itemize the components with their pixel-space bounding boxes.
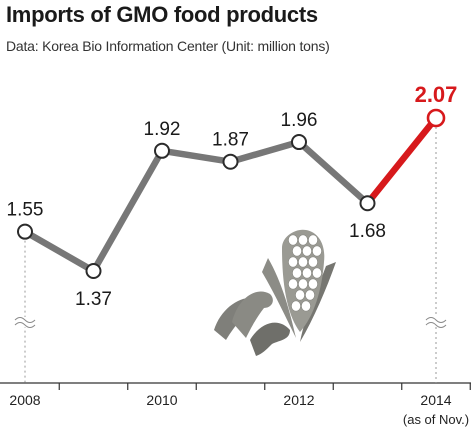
x-axis-ticks <box>58 383 471 390</box>
x-axis-note: (as of Nov.) <box>403 412 469 427</box>
corn-kernel <box>291 300 301 312</box>
corn-kernel <box>302 245 312 257</box>
series-segment <box>227 138 303 165</box>
axis-break-gap <box>425 317 447 327</box>
data-point <box>359 195 376 212</box>
series-markers <box>17 108 446 279</box>
corn-kernel <box>298 234 308 246</box>
axis-break-mark <box>425 317 447 323</box>
x-tick-labels: 2008 2010 2012 2014 <box>9 392 451 408</box>
data-label: 1.37 <box>75 289 112 310</box>
series-segment <box>295 138 371 207</box>
data-label: 1.92 <box>144 119 181 140</box>
data-point <box>291 134 307 151</box>
data-labels: 1.55 1.37 1.92 1.87 1.96 1.68 2.07 <box>7 82 458 310</box>
series-segment <box>90 147 166 275</box>
data-point <box>426 108 446 128</box>
x-tick-label: 2012 <box>283 392 314 408</box>
corn-kernel <box>308 256 318 268</box>
x-tick-label: 2008 <box>9 392 40 408</box>
data-label: 1.68 <box>349 221 386 242</box>
corn-kernels <box>288 234 322 312</box>
data-point <box>17 223 33 240</box>
corn-kernel <box>295 289 305 301</box>
chart-source: Data: Korea Bio Information Center (Unit… <box>6 38 330 54</box>
corn-kernel <box>288 234 298 246</box>
corn-kernel <box>292 267 302 279</box>
corn-kernel <box>298 256 308 268</box>
corn-kernel <box>305 289 315 301</box>
series-segment <box>21 228 97 275</box>
corn-kernel <box>292 245 302 257</box>
series-segment-highlight <box>364 114 440 207</box>
corn-kernel <box>312 267 322 279</box>
x-tick-label: 2014 <box>420 392 451 408</box>
corn-kernel <box>288 256 298 268</box>
data-label: 1.55 <box>7 200 44 221</box>
corn-kernel <box>298 278 308 290</box>
corn-kernel <box>308 278 318 290</box>
series-segment <box>158 147 234 165</box>
data-point <box>85 263 102 279</box>
axis-break-guides <box>14 127 447 383</box>
corn-kernel <box>302 267 312 279</box>
corn-kernel <box>301 300 311 312</box>
series-line <box>21 114 440 275</box>
data-label: 2.07 <box>415 82 458 107</box>
data-point <box>154 142 170 159</box>
corn-kernel <box>308 234 318 246</box>
corn-kernel <box>312 245 322 257</box>
data-label: 1.96 <box>281 110 318 131</box>
data-label: 1.87 <box>212 130 249 151</box>
corn-kernel <box>288 278 298 290</box>
axis-break-mark <box>14 322 36 328</box>
data-point <box>222 153 239 170</box>
axis-break-mark <box>425 322 447 328</box>
chart-title: Imports of GMO food products <box>6 2 318 27</box>
corn-soybean-illustration <box>214 229 336 356</box>
axis-break-mark <box>14 317 36 323</box>
x-tick-label: 2010 <box>146 392 177 408</box>
axis-break-gap <box>14 317 36 327</box>
